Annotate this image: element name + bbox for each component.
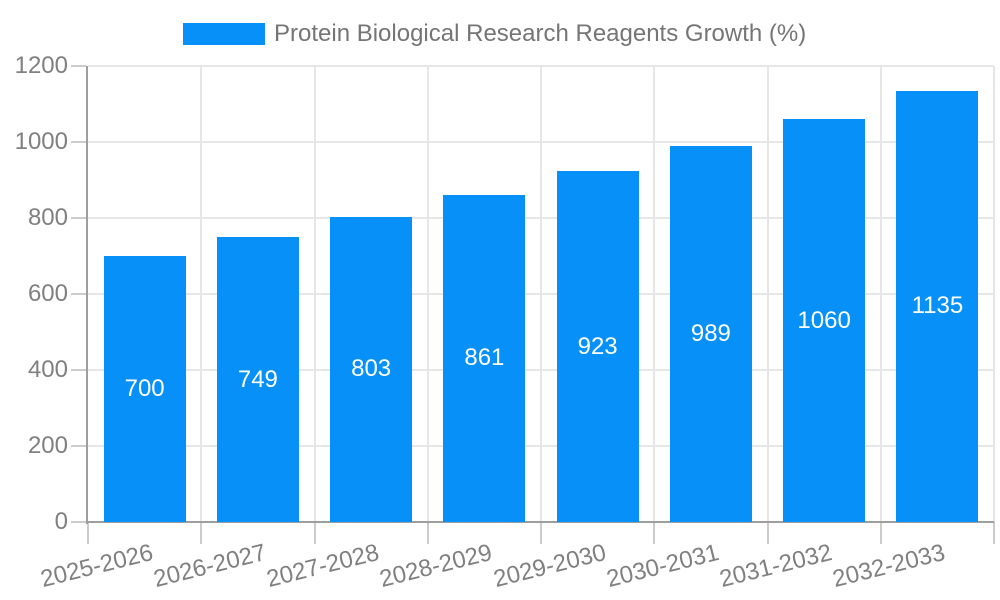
bar-2029-2030 bbox=[556, 171, 639, 522]
y-axis-tick-label: 400 bbox=[27, 356, 68, 383]
bar-2027-2028 bbox=[330, 216, 413, 522]
bar-value-label: 803 bbox=[351, 355, 392, 383]
bar-value-label: 1135 bbox=[911, 292, 964, 320]
bar-value-label: 700 bbox=[124, 375, 165, 402]
legend-label: Protein Biological Research Reagents Gro… bbox=[274, 20, 807, 47]
y-axis-tick-label: 1200 bbox=[14, 52, 68, 79]
y-axis-tick-label: 1000 bbox=[14, 128, 68, 155]
y-tick-600 bbox=[71, 293, 86, 295]
bar-value-label: 923 bbox=[577, 332, 618, 360]
gridline-v-8 bbox=[993, 66, 995, 522]
gridline-v-2 bbox=[313, 66, 316, 522]
y-axis-tick-label: 0 bbox=[54, 508, 68, 535]
legend: Protein Biological Research Reagents Gro… bbox=[183, 21, 806, 47]
x-tick-8 bbox=[993, 522, 995, 544]
bar-2030-2031 bbox=[669, 146, 752, 522]
plot-area: 0 200 400 600 800 1000 1200 700 2025-2026 749 2026… bbox=[15, 52, 995, 593]
legend-color-swatch bbox=[183, 23, 265, 45]
y-tick-400 bbox=[71, 369, 86, 371]
gridline-v-4 bbox=[540, 66, 542, 522]
y-tick-200 bbox=[71, 445, 86, 447]
gridline-v-1 bbox=[200, 66, 203, 522]
y-axis-tick-label: 600 bbox=[27, 280, 68, 307]
y-tick-1200 bbox=[71, 65, 86, 67]
gridline-v-7 bbox=[879, 66, 882, 522]
y-tick-800 bbox=[71, 217, 86, 219]
y-axis-line bbox=[86, 66, 88, 524]
x-tick-4 bbox=[540, 522, 542, 544]
bar-2025-2026 bbox=[103, 256, 186, 522]
bar-2032-2033 bbox=[896, 90, 979, 522]
y-axis-tick-label: 200 bbox=[27, 432, 68, 459]
x-tick-6 bbox=[766, 522, 769, 544]
y-axis-tick-label: 800 bbox=[27, 204, 68, 231]
bar-value-label: 1060 bbox=[797, 306, 851, 334]
x-tick-5 bbox=[653, 522, 656, 544]
gridline-v-3 bbox=[426, 66, 429, 522]
x-tick-7 bbox=[879, 522, 882, 544]
x-tick-1 bbox=[200, 522, 203, 544]
bar-value-label: 861 bbox=[464, 344, 505, 372]
bar-value-label: 749 bbox=[237, 365, 278, 393]
bar-2026-2027 bbox=[216, 237, 299, 522]
bar-2031-2032 bbox=[783, 119, 866, 522]
x-tick-0 bbox=[87, 522, 89, 544]
x-axis-line bbox=[86, 521, 994, 523]
x-tick-3 bbox=[426, 522, 429, 544]
y-tick-0 bbox=[71, 521, 86, 523]
y-tick-1000 bbox=[71, 141, 86, 143]
x-tick-2 bbox=[313, 522, 316, 544]
bar-value-label: 989 bbox=[690, 320, 731, 348]
bar-2028-2029 bbox=[443, 194, 526, 522]
gridline-v-5 bbox=[653, 66, 656, 522]
gridline-v-6 bbox=[766, 66, 769, 522]
